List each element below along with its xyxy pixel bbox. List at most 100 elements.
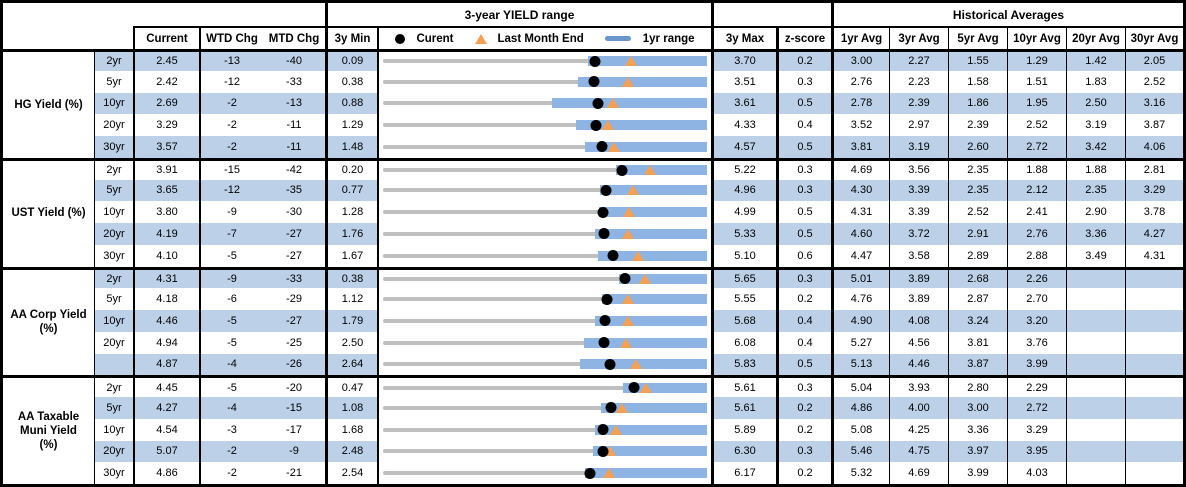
cell-avg [1125, 353, 1183, 376]
three-year-range-line [382, 471, 708, 476]
cell-avg: 1.88 [1066, 157, 1125, 180]
cell-3y-max: 4.33 [711, 114, 776, 136]
cell-avg: 3.49 [1066, 244, 1125, 267]
range-chart [377, 331, 711, 354]
cell-3y-max: 5.10 [711, 244, 776, 267]
three-year-range-line [382, 405, 708, 410]
cell-avg: 4.60 [831, 223, 889, 245]
cell-z-score: 0.3 [776, 70, 831, 93]
cell-3y-min: 0.77 [325, 179, 377, 202]
cell-current: 2.69 [133, 92, 199, 115]
cell-avg: 4.30 [831, 179, 889, 202]
col-header-mtd-chg: MTD Chg [263, 26, 325, 49]
cell-avg [1066, 375, 1125, 397]
cell-avg: 3.97 [948, 440, 1007, 463]
cell-avg [1066, 266, 1125, 289]
cell-avg: 1.95 [1007, 92, 1066, 115]
cell-z-score: 0.5 [776, 92, 831, 115]
col-header-z-score: z-score [776, 26, 831, 49]
three-year-range-line [382, 231, 708, 236]
last-month-end-marker [615, 402, 628, 413]
current-marker [588, 76, 600, 88]
cell-avg: 2.68 [948, 266, 1007, 289]
one-year-range-bar [595, 228, 707, 239]
cell-avg: 3.39 [889, 201, 948, 223]
cell-3y-max: 5.22 [711, 157, 776, 180]
cell-mtd-chg: -25 [263, 331, 325, 354]
col-header-3y-max: 3y Max [711, 26, 776, 49]
cell-wtd-chg: -13 [199, 49, 263, 71]
cell-tenor: 2yr [94, 49, 133, 71]
cell-avg: 2.05 [1125, 49, 1183, 71]
cell-avg: 3.87 [1125, 114, 1183, 136]
cell-tenor: 5yr [94, 397, 133, 419]
cell-tenor: 10yr [94, 310, 133, 332]
cell-tenor: 10yr [94, 201, 133, 223]
section-label: AA Corp Yield (%) [3, 266, 94, 376]
cell-avg: 2.41 [1007, 201, 1066, 223]
cell-avg: 3.87 [948, 353, 1007, 376]
three-year-range-line [382, 362, 708, 367]
cell-avg: 5.13 [831, 353, 889, 376]
cell-3y-min: 1.08 [325, 397, 377, 419]
last-month-end-marker [629, 359, 642, 370]
cell-avg: 4.25 [889, 418, 948, 441]
cell-z-score: 0.5 [776, 201, 831, 223]
cell-current: 4.10 [133, 244, 199, 267]
cell-avg: 2.80 [948, 375, 1007, 397]
one-year-range-bar [619, 273, 707, 284]
cell-tenor: 20yr [94, 223, 133, 245]
current-marker [604, 358, 615, 370]
cell-z-score: 0.5 [776, 223, 831, 245]
three-year-range-line [382, 101, 708, 106]
last-month-end-marker [638, 273, 651, 284]
cell-current: 4.86 [133, 462, 199, 484]
cell-avg: 4.56 [889, 331, 948, 354]
cell-tenor: 20yr [94, 331, 133, 354]
cell-3y-max: 5.65 [711, 266, 776, 289]
cell-3y-min: 1.68 [325, 418, 377, 441]
cell-current: 4.94 [133, 331, 199, 354]
cell-3y-max: 5.55 [711, 288, 776, 310]
cell-avg: 4.47 [831, 244, 889, 267]
one-year-range-bar [587, 56, 707, 67]
cell-avg: 4.06 [1125, 136, 1183, 158]
cell-mtd-chg: -27 [263, 310, 325, 332]
cell-3y-max: 4.57 [711, 136, 776, 158]
cell-z-score: 0.4 [776, 114, 831, 136]
cell-avg: 4.69 [831, 157, 889, 180]
range-chart [377, 49, 711, 71]
cell-mtd-chg: -15 [263, 397, 325, 419]
cell-avg: 2.87 [948, 288, 1007, 310]
cell-3y-max: 6.30 [711, 440, 776, 463]
cell-mtd-chg: -9 [263, 440, 325, 463]
one-year-range-bar [575, 120, 707, 131]
cell-avg: 2.23 [889, 70, 948, 93]
cell-avg [1125, 418, 1183, 441]
cell-avg: 2.78 [831, 92, 889, 115]
cell-mtd-chg: -29 [263, 288, 325, 310]
chart-group-header: 3-year YIELD range [325, 3, 711, 26]
current-marker [601, 293, 613, 305]
last-month-end-marker [640, 382, 653, 393]
one-year-range-bar [551, 98, 707, 109]
cell-wtd-chg: -9 [199, 266, 263, 289]
current-marker [590, 119, 602, 131]
cell-3y-min: 0.88 [325, 92, 377, 115]
cell-3y-max: 5.33 [711, 223, 776, 245]
cell-3y-min: 0.20 [325, 157, 377, 180]
last-month-end-marker [622, 228, 635, 239]
cell-current: 4.45 [133, 375, 199, 397]
current-marker [599, 315, 611, 327]
cell-avg: 1.88 [1007, 157, 1066, 180]
current-marker [607, 250, 619, 262]
cell-avg [1125, 266, 1183, 289]
last-month-end-marker [623, 207, 636, 218]
cell-avg: 5.04 [831, 375, 889, 397]
cell-avg: 3.00 [831, 49, 889, 71]
range-chart [377, 70, 711, 93]
last-month-end-marker [620, 337, 633, 348]
cell-3y-min: 0.38 [325, 266, 377, 289]
cell-avg: 4.27 [1125, 223, 1183, 245]
cell-tenor: 5yr [94, 70, 133, 93]
